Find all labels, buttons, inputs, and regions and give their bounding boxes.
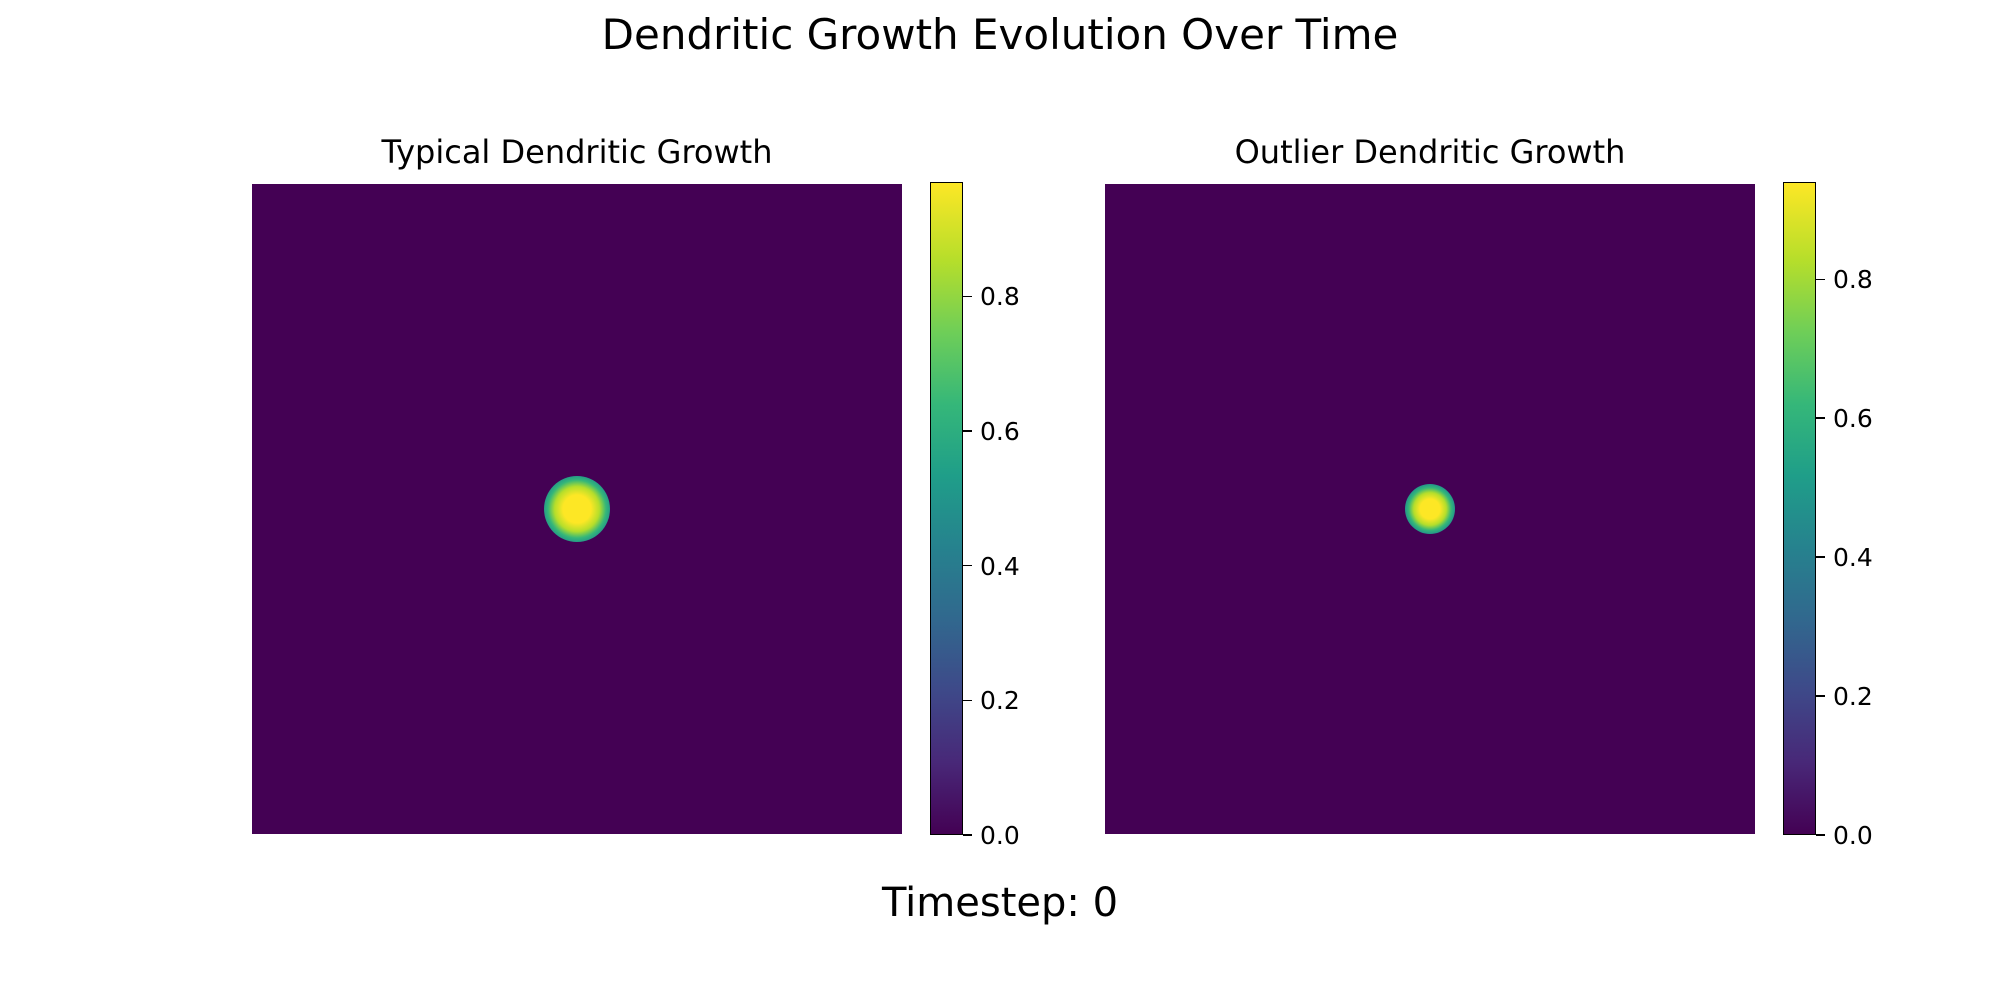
colorbar-tick	[963, 430, 972, 432]
colorbar-tick-label: 0.2	[980, 686, 1020, 716]
colorbar-tick	[963, 699, 972, 702]
colorbar-tick-label: 0.4	[1833, 543, 1873, 573]
colorbar-tick-label: 0.2	[1833, 682, 1873, 712]
colorbar-tick	[1816, 695, 1825, 697]
colorbar-tick-label: 0.8	[980, 282, 1020, 312]
colorbar-typical	[930, 182, 963, 835]
figure-title: Dendritic Growth Evolution Over Time	[601, 10, 1399, 59]
colorbar-tick	[1816, 278, 1825, 280]
growth-seed-outlier	[1405, 484, 1455, 534]
colorbar-tick-label: 0.0	[1833, 821, 1873, 850]
heatmap-typical	[252, 184, 902, 834]
growth-seed-typical	[544, 476, 610, 542]
timestep-label: Timestep: 0	[881, 880, 1119, 926]
panel-title-outlier: Outlier Dendritic Growth	[1234, 133, 1626, 171]
colorbar-tick	[963, 834, 972, 836]
colorbar-tick-label: 0.6	[980, 417, 1020, 447]
colorbar-tick	[1816, 556, 1825, 558]
colorbar-tick-label: 0.6	[1833, 404, 1873, 434]
colorbar-tick	[1816, 834, 1825, 836]
colorbar-outlier	[1783, 182, 1816, 835]
colorbar-tick	[1816, 417, 1825, 419]
colorbar-tick	[963, 564, 972, 567]
colorbar-tick-label: 0.8	[1833, 265, 1873, 295]
colorbar-tick-label: 0.4	[980, 551, 1020, 581]
heatmap-outlier	[1105, 184, 1755, 834]
colorbar-tick-label: 0.0	[980, 821, 1020, 850]
panel-title-typical: Typical Dendritic Growth	[381, 133, 773, 171]
colorbar-tick	[963, 295, 972, 298]
